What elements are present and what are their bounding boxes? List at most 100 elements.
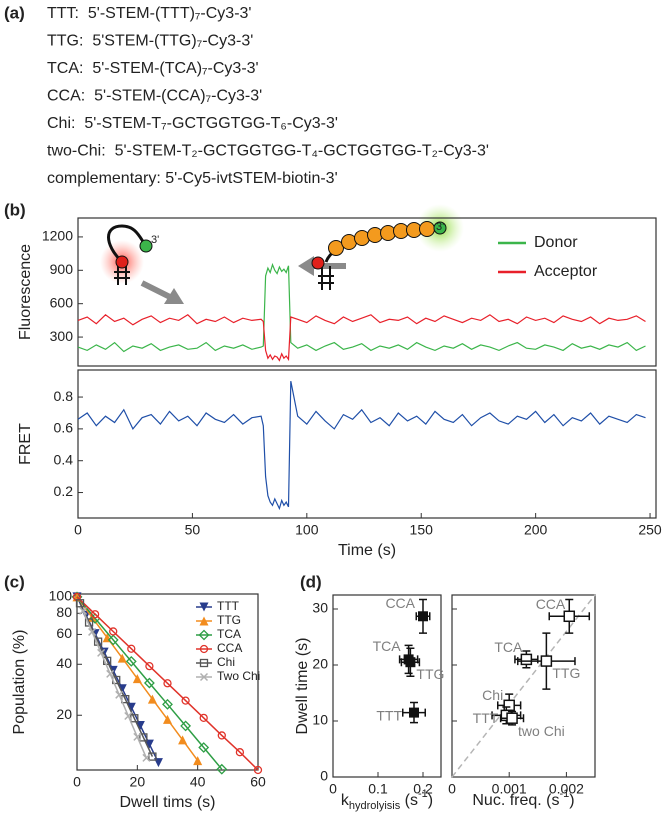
y-axis-label: Population (%)	[11, 630, 28, 735]
marker	[127, 644, 136, 653]
sequence-list: TTT: 5'-STEM-(TTT)₇-Cy3-3' TTG: 5'STEM-(T…	[47, 5, 489, 187]
marker	[418, 611, 428, 622]
point-label: Chi	[482, 687, 503, 703]
sequence-line: TTT: 5'-STEM-(TTT)₇-Cy3-3'	[47, 5, 251, 22]
x-axis-label: Nuc. freq. (s-1)	[472, 788, 574, 809]
y-tick-label: 300	[50, 328, 74, 344]
marker	[144, 739, 154, 749]
marker	[193, 756, 203, 766]
y-tick-label: 0.6	[54, 420, 74, 436]
marker	[142, 753, 151, 762]
marker	[217, 731, 226, 740]
x-tick-label: 150	[410, 522, 434, 538]
marker	[109, 627, 118, 636]
x-tick-label: 0.2	[413, 781, 433, 797]
marker	[199, 644, 209, 654]
marker	[79, 606, 88, 615]
trace	[76, 596, 259, 771]
x-tick-label: 0	[74, 522, 82, 538]
marker	[409, 707, 419, 718]
y-tick-label: 0.2	[54, 483, 74, 499]
point-label: two Chi	[518, 723, 565, 739]
x-axis-label-part: )	[569, 792, 574, 809]
x-axis-label-part: Nuc. freq. (s	[472, 792, 559, 809]
y-tick-label: 0	[320, 768, 328, 784]
y-tick-label: 100	[49, 588, 73, 604]
y-axis-label: Fluorescence	[17, 244, 34, 340]
annotation: 3'	[436, 221, 444, 233]
x-tick-label: 60	[250, 774, 266, 790]
y-axis-label: Dwell time (s)	[294, 638, 311, 735]
reference-line	[451, 594, 596, 778]
marker	[178, 735, 188, 745]
plot-frame	[76, 593, 259, 771]
y-tick-label: 20	[312, 656, 328, 672]
trace	[76, 596, 223, 770]
marker	[216, 763, 228, 775]
sequence-line: two-Chi: 5'-STEM-T₂-GCTGGTGG-T₄-GCTGGTGG…	[47, 143, 489, 160]
y-tick-label: 1200	[42, 228, 73, 244]
point-label: TTT	[473, 710, 499, 726]
legend-label: Donor	[534, 234, 578, 251]
x-axis-label: Dwell tims (s)	[120, 794, 216, 811]
x-tick-label: 50	[185, 522, 201, 538]
point-label: CCA	[385, 595, 415, 611]
plot-frame	[332, 594, 442, 778]
marker	[198, 742, 210, 753]
point-label: CCA	[536, 596, 566, 612]
marker	[135, 720, 145, 730]
marker	[199, 672, 209, 682]
marker	[107, 634, 119, 646]
panel-label: (a)	[4, 3, 25, 22]
plot-frame	[77, 217, 657, 367]
marker	[90, 610, 100, 619]
marker	[163, 679, 172, 688]
y-tick-label: 30	[312, 600, 328, 616]
x-tick-label: 0.1	[368, 781, 388, 797]
schematic	[100, 204, 464, 304]
legend-label: CCA	[217, 641, 242, 655]
point-label: TTT	[376, 707, 402, 723]
marker	[253, 765, 263, 775]
marker	[88, 627, 97, 636]
marker	[198, 629, 210, 641]
x-axis-label-part: )	[428, 792, 433, 809]
plot-frame	[77, 369, 657, 519]
marker	[126, 702, 136, 712]
marker	[125, 655, 137, 667]
point-label: TCA	[373, 638, 402, 654]
marker	[124, 711, 133, 721]
marker	[199, 616, 209, 626]
x-tick-label: 0	[448, 781, 456, 797]
marker	[147, 694, 157, 704]
marker	[235, 748, 245, 757]
x-tick-label: 0.002	[549, 781, 584, 797]
x-tick-label: 0	[73, 774, 81, 790]
x-axis-label-part: -1	[560, 788, 570, 800]
x-tick-label: 20	[130, 774, 146, 790]
marker	[199, 713, 208, 723]
legend-label: Two Chi	[217, 669, 260, 683]
y-tick-label: 0.4	[54, 451, 74, 467]
marker	[163, 714, 172, 724]
y-tick-label: 10	[312, 712, 328, 728]
marker	[132, 674, 142, 684]
panel-label: (c)	[4, 572, 25, 591]
legend-label: Chi	[217, 655, 235, 669]
marker	[199, 658, 209, 668]
sequence-line: CCA: 5'-STEM-(CCA)₇-Cy3-3'	[47, 88, 262, 105]
marker	[106, 669, 115, 678]
marker	[148, 752, 157, 761]
marker	[180, 720, 192, 732]
marker	[97, 648, 106, 657]
y-tick-label: 0.8	[54, 388, 74, 404]
x-tick-label: 200	[524, 522, 548, 538]
marker	[520, 653, 533, 666]
legend-label: TTG	[217, 613, 241, 627]
marker	[145, 661, 154, 671]
y-tick-label: 80	[56, 604, 72, 620]
trace	[77, 380, 646, 511]
marker	[117, 653, 127, 663]
x-tick-label: 40	[190, 774, 206, 790]
legend-label: TTT	[217, 599, 240, 613]
